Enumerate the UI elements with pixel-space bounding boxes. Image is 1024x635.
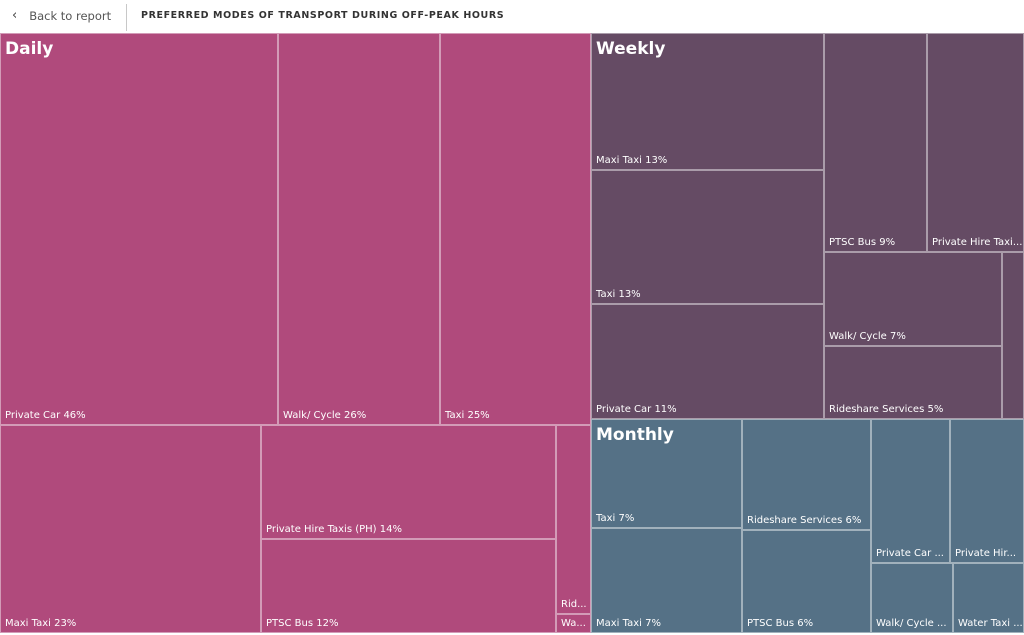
tile-label: Taxi 7% xyxy=(596,513,635,524)
treemap-tile-daily-ptsc-bus[interactable]: PTSC Bus 12% xyxy=(261,539,556,633)
treemap-tile-daily-walk-cycle[interactable]: Walk/ Cycle 26% xyxy=(278,33,440,425)
treemap-tile-weekly-walk-cycle[interactable]: Walk/ Cycle 7% xyxy=(824,252,1002,346)
treemap-tile-daily-private-hire-taxis-ph[interactable]: Private Hire Taxis (PH) 14% xyxy=(261,425,556,539)
treemap-tile-monthly-rideshare-services[interactable]: Rideshare Services 6% xyxy=(742,419,871,530)
group-label-monthly: Monthly xyxy=(596,425,674,445)
tile-label: Rideshare Services 5% xyxy=(829,404,944,415)
tile-label: Private Hire Taxi... xyxy=(932,237,1023,248)
tile-label: Private Hir... xyxy=(955,548,1017,559)
treemap-tile-monthly-ptsc-bus[interactable]: PTSC Bus 6% xyxy=(742,530,871,633)
treemap-tile-weekly-maxi-taxi[interactable]: Maxi Taxi 13% xyxy=(591,33,824,170)
treemap-tile-daily-water-taxi[interactable]: Wa... xyxy=(556,614,591,633)
treemap-tile-weekly-water-taxi[interactable] xyxy=(1002,252,1024,419)
group-label-daily: Daily xyxy=(5,39,54,59)
divider xyxy=(126,4,127,31)
treemap-tile-daily-maxi-taxi[interactable]: Maxi Taxi 23% xyxy=(0,425,261,633)
treemap-chart: Private Car 46% Walk/ Cycle 26% Taxi 25% Ma… xyxy=(0,33,1024,635)
tile-label: Walk/ Cycle 7% xyxy=(829,331,906,342)
treemap-tile-monthly-walk-cycle[interactable]: Walk/ Cycle ... xyxy=(871,563,953,633)
treemap-tile-monthly-private-hire-taxis-ph[interactable]: Private Hir... xyxy=(950,419,1024,563)
back-label: Back to report xyxy=(29,8,112,23)
treemap-tile-daily-private-car[interactable]: Private Car 46% xyxy=(0,33,278,425)
tile-label: PTSC Bus 9% xyxy=(829,237,896,248)
group-label-weekly: Weekly xyxy=(596,39,666,59)
chevron-left-icon: ‹ xyxy=(12,8,18,23)
tile-label: Maxi Taxi 13% xyxy=(596,155,668,166)
treemap-tile-weekly-rideshare-services[interactable]: Rideshare Services 5% xyxy=(824,346,1002,419)
treemap-tile-monthly-maxi-taxi[interactable]: Maxi Taxi 7% xyxy=(591,528,742,633)
treemap-tile-monthly-taxi[interactable]: Taxi 7% xyxy=(591,419,742,528)
treemap-tile-daily-rideshare-services[interactable]: Rid... xyxy=(556,425,591,614)
treemap-tile-weekly-taxi[interactable]: Taxi 13% xyxy=(591,170,824,304)
tile-label: Walk/ Cycle 26% xyxy=(283,410,367,421)
tile-label: Taxi 25% xyxy=(445,410,490,421)
back-to-report-button[interactable]: ‹ Back to report xyxy=(12,8,111,23)
tile-label: Rideshare Services 6% xyxy=(747,515,862,526)
top-bar: ‹ Back to report PREFERRED MODES OF TRAN… xyxy=(0,0,1024,33)
tile-label: Wa... xyxy=(561,618,586,629)
treemap-tile-weekly-private-hire-taxis-ph[interactable]: Private Hire Taxi... xyxy=(927,33,1024,252)
tile-label: Private Hire Taxis (PH) 14% xyxy=(266,524,402,535)
tile-label: Private Car 11% xyxy=(596,404,677,415)
tile-label: Maxi Taxi 23% xyxy=(5,618,77,629)
treemap-tile-monthly-water-taxi[interactable]: Water Taxi ... xyxy=(953,563,1024,633)
tile-label: Private Car ... xyxy=(876,548,944,559)
treemap-tile-daily-taxi[interactable]: Taxi 25% xyxy=(440,33,591,425)
page-title: PREFERRED MODES OF TRANSPORT DURING OFF-… xyxy=(141,10,505,21)
tile-label: PTSC Bus 12% xyxy=(266,618,339,629)
tile-label: Walk/ Cycle ... xyxy=(876,618,947,629)
tile-label: Taxi 13% xyxy=(596,289,641,300)
tile-label: Water Taxi ... xyxy=(958,618,1023,629)
treemap-tile-weekly-private-car[interactable]: Private Car 11% xyxy=(591,304,824,419)
tile-label: Private Car 46% xyxy=(5,410,86,421)
treemap-tile-weekly-ptsc-bus[interactable]: PTSC Bus 9% xyxy=(824,33,927,252)
tile-label: Rid... xyxy=(561,599,587,610)
treemap-tile-monthly-private-car[interactable]: Private Car ... xyxy=(871,419,950,563)
tile-label: PTSC Bus 6% xyxy=(747,618,814,629)
tile-label: Maxi Taxi 7% xyxy=(596,618,661,629)
